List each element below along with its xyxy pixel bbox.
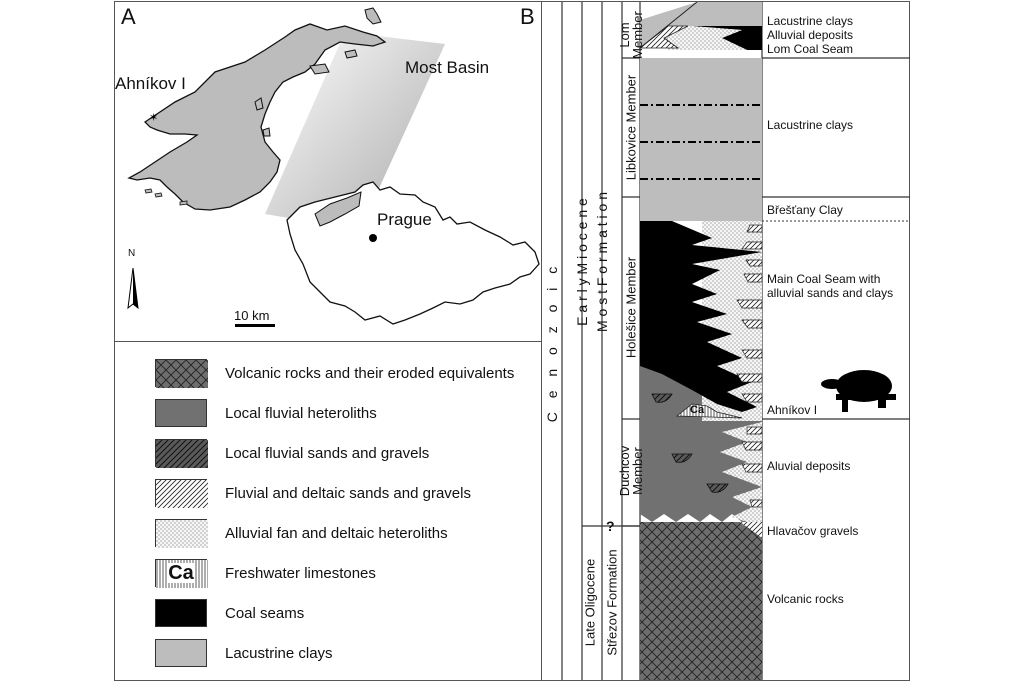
desc-libkovice-clays: Lacustrine clays bbox=[767, 118, 854, 132]
panel-a-label: A bbox=[121, 4, 136, 29]
figure-frame: A ✶ Ahníkov I Most B bbox=[114, 1, 910, 681]
desc-lom-coal: Lom Coal Seam bbox=[767, 42, 854, 56]
legend-item-volcanic: Volcanic rocks and their eroded equivale… bbox=[155, 358, 514, 388]
limestone-symbol: Ca bbox=[690, 404, 705, 416]
limestone-pattern-icon: Ca bbox=[155, 559, 208, 588]
epoch-early-miocene: E a r l y M i o c e n e bbox=[574, 198, 590, 326]
desc-site-ahnikov: Ahníkov I bbox=[767, 403, 818, 417]
epoch-late-oligocene: Late Oligocene bbox=[582, 558, 598, 647]
svg-text:✶: ✶ bbox=[149, 112, 158, 124]
solid-dark-gray-icon bbox=[155, 399, 207, 427]
legend-item-lacustrine: Lacustrine clays bbox=[155, 638, 333, 668]
panel-a-map: A ✶ Ahníkov I Most B bbox=[115, 2, 541, 342]
era-cenozoic: C e n o z o i c bbox=[544, 261, 560, 423]
volcanic-pattern-icon bbox=[155, 359, 208, 388]
map-graphic: ✶ bbox=[127, 7, 540, 327]
member-lom: Lom Member bbox=[617, 11, 645, 59]
site-label: Ahníkov I bbox=[115, 74, 186, 93]
panel-b-label: B bbox=[520, 4, 535, 29]
legend-item-coal: Coal seams bbox=[155, 598, 304, 628]
strat-column-graphic bbox=[561, 2, 910, 680]
desc-lom-clays: Lacustrine clays bbox=[767, 14, 854, 28]
north-label: N bbox=[128, 248, 136, 259]
desc-aluvial-deposits: Aluvial deposits bbox=[767, 459, 851, 473]
solid-black-icon bbox=[155, 599, 207, 627]
desc-main-coal-1: Main Coal Seam with bbox=[767, 272, 881, 286]
city-label: Prague bbox=[377, 210, 432, 229]
dark-hatch-icon bbox=[155, 439, 208, 468]
desc-hlavacov-gravels: Hlavačov gravels bbox=[767, 524, 859, 538]
basin-label: Most Basin bbox=[405, 58, 490, 77]
member-duchcov: Duchcov Member bbox=[617, 445, 645, 497]
legend-item-fluvial-sands: Local fluvial sands and gravels bbox=[155, 438, 429, 468]
legend: Volcanic rocks and their eroded equivale… bbox=[115, 342, 541, 680]
dotted-pattern-icon bbox=[155, 519, 208, 548]
desc-volcanic-rocks: Volcanic rocks bbox=[767, 592, 844, 606]
strezov-formation: Střezov Formation bbox=[604, 549, 620, 656]
desc-lom-alluvial: Alluvial deposits bbox=[767, 28, 854, 42]
scale-label: 10 km bbox=[234, 308, 270, 323]
desc-main-coal-2: alluvial sands and clays bbox=[767, 286, 894, 300]
most-formation: M o s t F o r m a t i o n bbox=[594, 191, 610, 333]
legend-item-deltaic-sands: Fluvial and deltaic sands and gravels bbox=[155, 478, 471, 508]
desc-brestany-clay: Břešťany Clay bbox=[767, 203, 843, 217]
legend-item-limestones: Ca Freshwater limestones bbox=[155, 558, 376, 588]
legend-item-alluvial-fan: Alluvial fan and deltaic heteroliths bbox=[155, 518, 448, 548]
legend-item-fluvial-heteroliths: Local fluvial heteroliths bbox=[155, 398, 377, 428]
member-holesice: Holešice Member bbox=[623, 256, 639, 359]
uncertain-boundary-mark: ? bbox=[606, 518, 615, 534]
light-hatch-icon bbox=[155, 479, 208, 508]
panel-b-stratigraphy: B C e n o z o i c E a r l y M i o c e n … bbox=[520, 2, 910, 680]
tortoise-icon bbox=[821, 370, 896, 412]
solid-light-gray-icon bbox=[155, 639, 207, 667]
member-libkovice: Libkovice Member bbox=[623, 74, 639, 181]
